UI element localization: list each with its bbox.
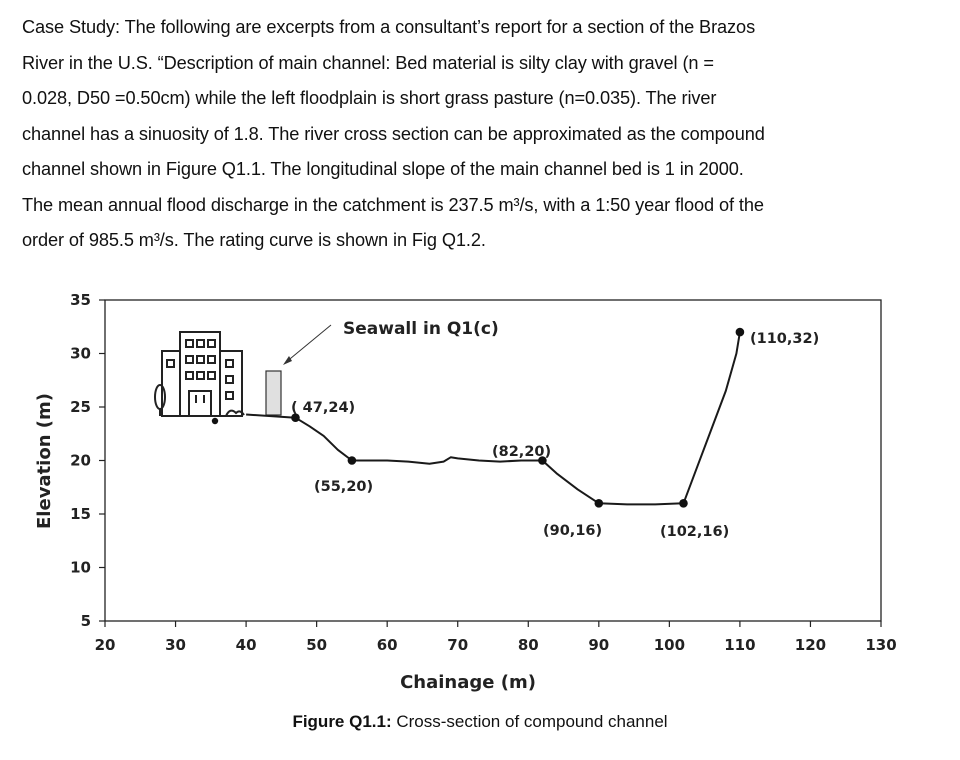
text-line: Case Study: The following are excerpts f… [22, 17, 756, 37]
x-axis-ticks: 20 30 40 50 60 70 80 90 100 110 120 130 [95, 621, 897, 654]
x-tick-label: 50 [306, 636, 327, 654]
x-tick-label: 40 [236, 636, 257, 654]
seawall-arrowhead [283, 356, 292, 365]
profile-point [291, 413, 300, 422]
figure-caption: Figure Q1.1: Cross-section of compound c… [0, 712, 960, 732]
x-tick-label: 30 [165, 636, 186, 654]
text-line: channel shown in Figure Q1.1. The longit… [22, 159, 744, 179]
point-label: (90,16) [543, 523, 602, 539]
building-icon [154, 331, 245, 417]
cross-section-chart: 20 30 40 50 60 70 80 90 100 110 120 130 5 10 15 20 25 30… [34, 291, 897, 693]
text-line: order of 985.5 m³/s. The rating curve is… [22, 230, 486, 250]
seawall-arrow [284, 324, 332, 364]
profile-point [538, 456, 547, 465]
y-tick-label: 30 [70, 345, 91, 363]
x-tick-label: 20 [95, 636, 116, 654]
case-study-text: Case Study: The following are excerpts f… [22, 10, 927, 259]
point-label: (102,16) [660, 524, 729, 540]
point-label: ( 47,24) [291, 400, 355, 416]
caption-label: Figure Q1.1: [292, 712, 392, 731]
profile-point [594, 499, 604, 508]
channel-profile-line [246, 331, 741, 506]
x-axis-label: Chainage (m) [400, 672, 536, 693]
point-label: (82,20) [492, 444, 551, 460]
x-tick-label: 100 [654, 636, 685, 654]
x-tick-label: 60 [377, 636, 398, 654]
x-tick-label: 80 [518, 636, 539, 654]
caption-text: Cross-section of compound channel [391, 712, 668, 731]
building-dot [211, 417, 219, 425]
point-label: (55,20) [314, 479, 373, 495]
x-tick-label: 70 [447, 636, 468, 654]
y-axis-label: Elevation (m) [34, 393, 55, 529]
y-tick-label: 15 [70, 505, 91, 523]
y-tick-label: 25 [70, 398, 91, 416]
y-tick-label: 10 [70, 559, 91, 577]
y-tick-label: 35 [70, 291, 91, 309]
point-labels: ( 47,24) (55,20) (82,20) (90,16) (102,16… [291, 331, 819, 540]
y-axis-ticks: 5 10 15 20 25 30 35 [70, 291, 105, 630]
x-tick-label: 130 [865, 636, 896, 654]
seawall [265, 370, 282, 416]
x-tick-label: 90 [588, 636, 609, 654]
text-line: River in the U.S. “Description of main c… [22, 52, 714, 73]
text-line: The mean annual flood discharge in the c… [22, 194, 764, 215]
x-tick-label: 120 [795, 636, 826, 654]
seawall-label: Seawall in Q1(c) [343, 319, 499, 339]
profile-points [291, 327, 745, 508]
text-line: channel has a sinuosity of 1.8. The rive… [22, 123, 765, 144]
profile-point [347, 456, 357, 465]
point-label: (110,32) [750, 331, 819, 347]
x-tick-label: 110 [724, 636, 755, 654]
profile-point [735, 327, 745, 337]
y-tick-label: 5 [81, 612, 91, 630]
y-tick-label: 20 [70, 452, 91, 470]
profile-point [679, 499, 688, 508]
text-line: 0.028, D50 =0.50cm) while the left flood… [22, 88, 717, 108]
